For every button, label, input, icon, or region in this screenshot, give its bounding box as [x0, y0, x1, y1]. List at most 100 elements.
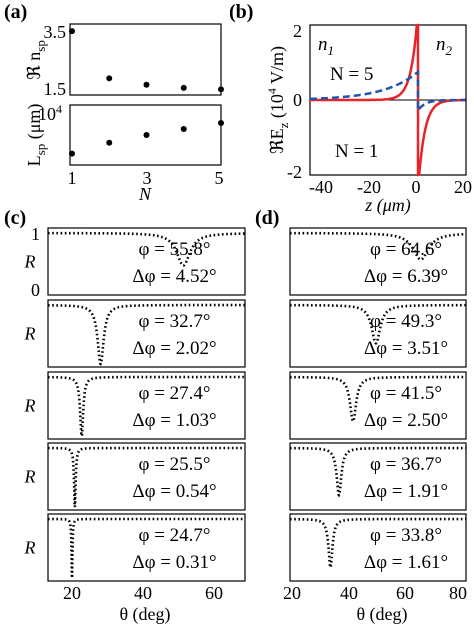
- d-subplot-frame: [289, 513, 467, 582]
- a-upper-ytick-bottom: 1.5: [44, 79, 67, 99]
- c-subplot-curve: [48, 517, 245, 579]
- b-ytick-0: 0: [293, 90, 302, 110]
- b-line-n1: [310, 23, 466, 177]
- d-subplot-phi-label: φ = 49.3°: [370, 311, 442, 332]
- d-subplot-frame: [289, 299, 467, 368]
- a-xtick-1: 1: [68, 168, 77, 188]
- d-subplot-dphi-label: Δφ = 1.91°: [364, 481, 448, 502]
- c-subplot-phi-label: φ = 24.7°: [138, 525, 210, 546]
- d-subplot-frame: [289, 227, 467, 296]
- c-xlabel: θ (deg): [119, 604, 170, 625]
- c-subplot-phi-label: φ = 27.4°: [138, 383, 210, 404]
- c-subplot-frame: [47, 227, 246, 296]
- a-point: [218, 120, 224, 126]
- b-xtick-0: 0: [412, 177, 421, 197]
- c-subplot-curve: [48, 446, 245, 508]
- c-subplot-dphi-label: Δφ = 0.54°: [132, 481, 216, 502]
- a-point: [143, 132, 150, 138]
- d-subplot-phi-label: φ = 64.6°: [370, 239, 442, 260]
- c-xtick-60: 60: [205, 583, 223, 603]
- a-point: [106, 139, 113, 146]
- c-subplots: φ = 55.8° Δφ = 4.52° Rφ = 32.7° Δφ = 2.02° R…: [24, 227, 246, 582]
- c-subplot-frame: [47, 442, 246, 511]
- a-point: [143, 81, 150, 88]
- a-point: [69, 150, 75, 157]
- panel-b: (b) 2 0 -2 ℜEz (104 V/m) -40 -20 0 20 z …: [229, 1, 472, 216]
- d-subplot-dphi-label: Δφ = 6.39°: [364, 266, 448, 287]
- d-xtick-40: 40: [340, 583, 358, 603]
- b-annotation-n1: N = 1: [335, 141, 378, 162]
- d-xlabel: θ (deg): [356, 604, 407, 625]
- b-ytick-neg2: -2: [287, 162, 302, 182]
- d-subplot-curve: [290, 446, 466, 497]
- c-xtick-20: 20: [63, 583, 81, 603]
- d-subplot-dphi-label: Δφ = 2.50°: [364, 410, 448, 431]
- a-lower-ylabel: Lsp (μm): [24, 104, 48, 167]
- a-point: [69, 28, 75, 35]
- d-xtick-80: 80: [449, 583, 467, 603]
- d-subplot-phi-label: φ = 36.7°: [370, 454, 442, 475]
- c-subplot-dphi-label: Δφ = 0.31°: [132, 552, 216, 573]
- c-ytick-0: 0: [31, 280, 40, 300]
- d-subplot-dphi-label: Δφ = 1.61°: [364, 552, 448, 573]
- b-annotation-n5: N = 5: [330, 64, 373, 85]
- c-subplot-curve: [48, 375, 245, 441]
- panel-c-label: (c): [4, 207, 26, 229]
- a-upper-points: [69, 28, 224, 93]
- a-lower-frame: [69, 104, 222, 166]
- c-ylabel: R: [24, 324, 36, 344]
- d-subplot-phi-label: φ = 33.8°: [370, 525, 442, 546]
- d-subplot-frame: [289, 442, 467, 511]
- panel-c: (c) φ = 55.8° Δφ = 4.52° Rφ = 32.7° Δφ = 2.…: [4, 207, 246, 625]
- d-xtick-60: 60: [396, 583, 414, 603]
- a-xlabel: N: [138, 184, 152, 204]
- b-ytick-2: 2: [293, 21, 302, 41]
- c-xtick-40: 40: [134, 583, 152, 603]
- c-subplot-frame: [47, 371, 246, 440]
- c-subplot-phi-label: φ = 55.8°: [138, 239, 210, 260]
- c-ylabel: R: [24, 396, 36, 416]
- d-subplot-dphi-label: Δφ = 3.51°: [364, 338, 448, 359]
- a-upper-frame: [69, 23, 222, 96]
- panel-d-label: (d): [255, 207, 279, 229]
- a-point: [180, 84, 187, 91]
- a-upper-ylabel: ℜ nsp: [24, 40, 48, 80]
- c-ylabel: R: [24, 538, 36, 558]
- b-line-n5: [309, 69, 466, 115]
- panel-b-label: (b): [229, 1, 253, 23]
- c-subplot-dphi-label: Δφ = 4.52°: [132, 266, 216, 287]
- c-subplot-phi-label: φ = 32.7°: [138, 311, 210, 332]
- d-subplots: φ = 64.6° Δφ = 6.39° φ = 49.3° Δφ = 3.51° φ …: [289, 227, 467, 582]
- panel-d: (d) φ = 64.6° Δφ = 6.39° φ = 49.3° Δφ = 3.5…: [255, 207, 467, 625]
- c-subplot-dphi-label: Δφ = 1.03°: [132, 410, 216, 431]
- c-ylabel: R: [24, 467, 36, 487]
- d-subplot-curve: [289, 517, 466, 570]
- b-ylabel: ℜEz (104 V/m): [265, 46, 291, 154]
- c-subplot-phi-label: φ = 25.5°: [138, 454, 210, 475]
- b-xlabel: z (μm): [364, 195, 411, 216]
- d-subplot-frame: [289, 371, 467, 440]
- c-subplot-frame: [47, 299, 246, 368]
- a-point: [180, 126, 187, 132]
- b-region-n2: n2: [436, 34, 453, 58]
- b-region-n1: n1: [318, 34, 334, 58]
- b-series: [309, 23, 466, 177]
- a-upper-ytick-top: 3.5: [44, 22, 67, 42]
- c-subplot-frame: [47, 513, 246, 582]
- a-point: [218, 86, 224, 93]
- a-lower-points: [69, 120, 224, 157]
- a-xtick-3: 3: [143, 168, 152, 188]
- d-xtick-20: 20: [283, 583, 301, 603]
- a-point: [106, 75, 113, 82]
- a-lower-ytick-top: 104: [38, 102, 62, 124]
- panel-a: (a) 3.5 1.5 ℜ nsp 104 Lsp (μm) 1 3 5 N: [4, 1, 224, 204]
- b-xtick-20: 20: [454, 177, 472, 197]
- panel-a-label: (a): [4, 1, 27, 23]
- c-subplot-dphi-label: Δφ = 2.02°: [132, 338, 216, 359]
- b-xtick-neg20: -20: [357, 177, 381, 197]
- a-xtick-5: 5: [215, 168, 224, 188]
- c-ytick-1: 1: [31, 224, 40, 244]
- b-xtick-neg40: -40: [309, 177, 333, 197]
- c-ylabel: R: [24, 252, 36, 272]
